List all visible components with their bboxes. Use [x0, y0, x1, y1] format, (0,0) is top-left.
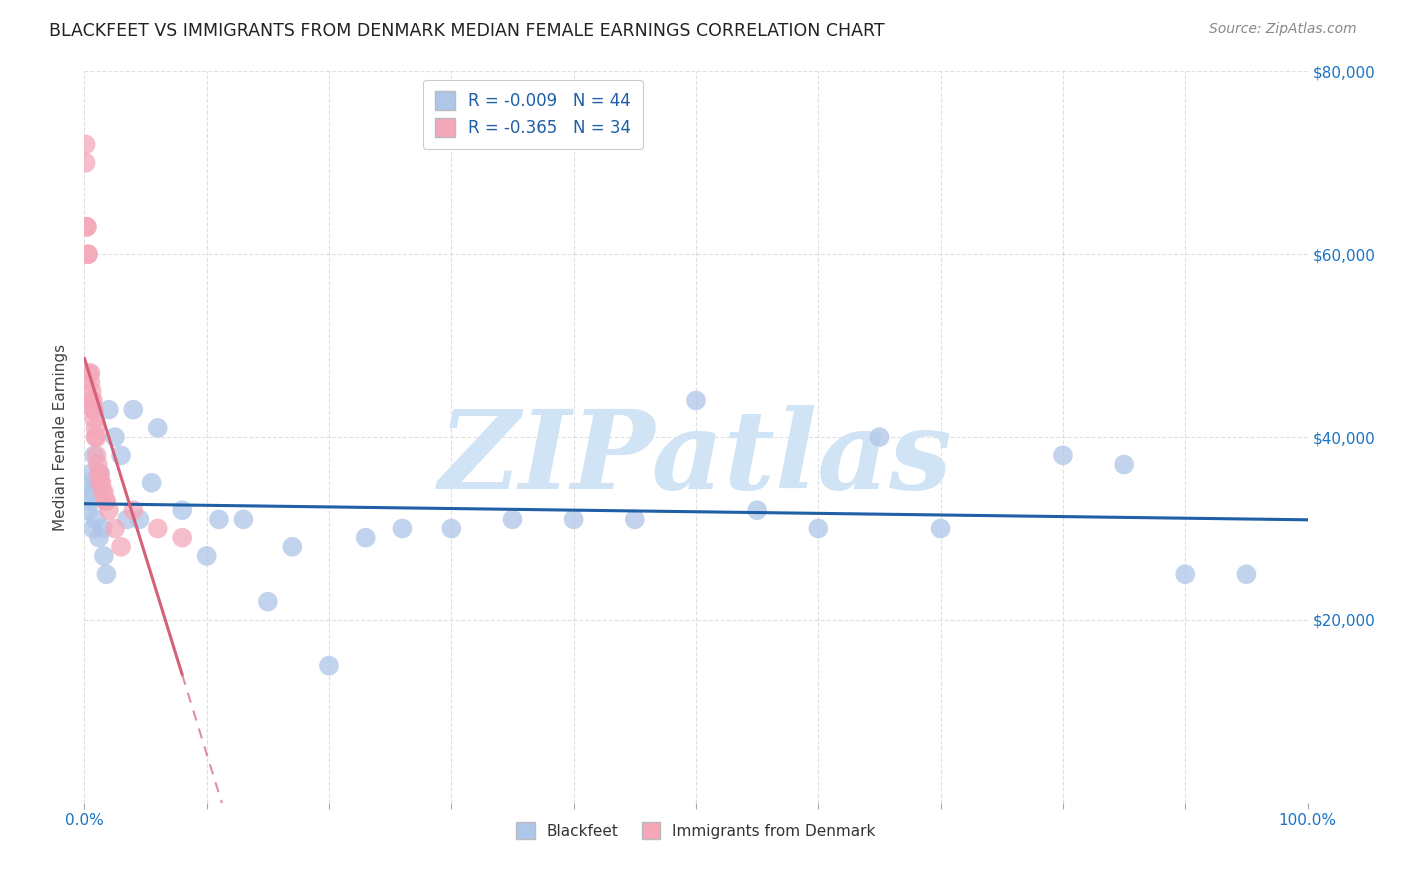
Point [141, 475, 163, 490]
Point [146, 521, 169, 535]
Point [685, 393, 707, 408]
Text: Source: ZipAtlas.com: Source: ZipAtlas.com [1209, 22, 1357, 37]
Point [1236, 567, 1258, 582]
Point [90, 475, 112, 490]
Point [80, 484, 103, 499]
Point [87, 467, 110, 481]
Point [391, 521, 413, 535]
Point [80, 384, 103, 399]
Point [257, 594, 280, 608]
Point [94, 494, 117, 508]
Legend: Blackfeet, Immigrants from Denmark: Blackfeet, Immigrants from Denmark [509, 814, 883, 847]
Point [77, 366, 100, 380]
Point [75, 137, 97, 152]
Point [96, 567, 118, 582]
Point [83, 411, 105, 425]
Text: ZIPatlas: ZIPatlas [439, 405, 953, 513]
Text: BLACKFEET VS IMMIGRANTS FROM DENMARK MEDIAN FEMALE EARNINGS CORRELATION CHART: BLACKFEET VS IMMIGRANTS FROM DENMARK MED… [49, 22, 884, 40]
Point [502, 512, 524, 526]
Point [97, 503, 120, 517]
Point [91, 521, 114, 535]
Point [86, 448, 108, 462]
Point [84, 421, 107, 435]
Point [318, 658, 340, 673]
Point [79, 467, 101, 481]
Point [172, 503, 194, 517]
Point [128, 512, 150, 526]
Point [87, 531, 110, 545]
Point [82, 402, 104, 417]
Point [76, 219, 98, 234]
Point [91, 484, 114, 499]
Point [869, 430, 891, 444]
Point [82, 393, 104, 408]
Point [96, 494, 118, 508]
Point [747, 503, 769, 517]
Point [84, 512, 107, 526]
Point [1114, 458, 1136, 472]
Point [440, 521, 463, 535]
Point [87, 458, 110, 472]
Point [104, 521, 127, 535]
Point [1174, 567, 1197, 582]
Point [807, 521, 830, 535]
Point [97, 402, 120, 417]
Y-axis label: Median Female Earnings: Median Female Earnings [53, 343, 69, 531]
Point [86, 475, 108, 490]
Point [172, 531, 194, 545]
Point [79, 375, 101, 389]
Point [86, 430, 108, 444]
Point [195, 549, 218, 563]
Point [104, 430, 127, 444]
Point [1052, 448, 1074, 462]
Point [122, 402, 145, 417]
Point [79, 366, 101, 380]
Point [110, 540, 132, 554]
Point [122, 503, 145, 517]
Point [929, 521, 952, 535]
Point [84, 430, 107, 444]
Point [146, 421, 169, 435]
Point [77, 494, 100, 508]
Point [76, 219, 98, 234]
Point [93, 484, 115, 499]
Point [562, 512, 585, 526]
Point [93, 549, 115, 563]
Point [89, 475, 111, 490]
Point [77, 247, 100, 261]
Point [83, 402, 105, 417]
Point [76, 475, 98, 490]
Point [354, 531, 377, 545]
Point [77, 503, 100, 517]
Point [110, 448, 132, 462]
Point [115, 512, 138, 526]
Point [624, 512, 647, 526]
Point [82, 521, 104, 535]
Point [232, 512, 254, 526]
Point [87, 467, 110, 481]
Point [208, 512, 231, 526]
Point [281, 540, 304, 554]
Point [83, 448, 105, 462]
Point [80, 393, 103, 408]
Point [89, 467, 111, 481]
Point [77, 247, 100, 261]
Point [75, 155, 97, 169]
